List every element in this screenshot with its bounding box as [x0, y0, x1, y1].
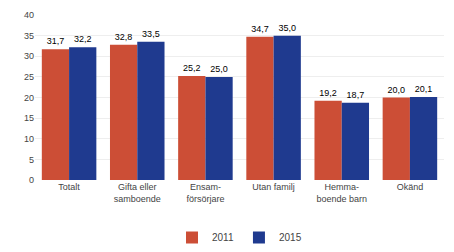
svg-text:2015: 2015 [279, 232, 302, 243]
svg-text:Gifta ellersamboende: Gifta ellersamboende [114, 182, 161, 204]
svg-text:5: 5 [29, 155, 34, 165]
svg-text:Hemma-boende barn: Hemma-boende barn [316, 182, 367, 204]
svg-text:30: 30 [24, 51, 34, 61]
svg-text:Ensam-försörjare: Ensam-försörjare [186, 182, 224, 204]
svg-text:20: 20 [24, 93, 34, 103]
svg-text:Totalt: Totalt [58, 182, 80, 192]
svg-text:20,1: 20,1 [415, 84, 433, 94]
svg-text:18,7: 18,7 [347, 90, 365, 100]
svg-text:35: 35 [24, 31, 34, 41]
svg-text:10: 10 [24, 134, 34, 144]
svg-text:2011: 2011 [212, 232, 234, 243]
svg-text:25,2: 25,2 [183, 63, 201, 73]
svg-text:15: 15 [24, 113, 34, 123]
svg-text:40: 40 [24, 10, 34, 20]
svg-text:25: 25 [24, 72, 34, 82]
svg-text:Utan familj: Utan familj [252, 182, 295, 192]
svg-text:25,0: 25,0 [210, 64, 228, 74]
svg-text:33,5: 33,5 [142, 29, 160, 39]
svg-text:32,8: 32,8 [115, 32, 133, 42]
svg-text:32,2: 32,2 [74, 34, 92, 44]
svg-text:31,7: 31,7 [47, 36, 65, 46]
svg-text:19,2: 19,2 [319, 88, 337, 98]
svg-text:35,0: 35,0 [278, 23, 296, 33]
svg-text:20,0: 20,0 [388, 85, 406, 95]
svg-text:Okänd: Okänd [397, 182, 424, 192]
svg-text:0: 0 [29, 175, 34, 185]
svg-text:34,7: 34,7 [251, 24, 269, 34]
